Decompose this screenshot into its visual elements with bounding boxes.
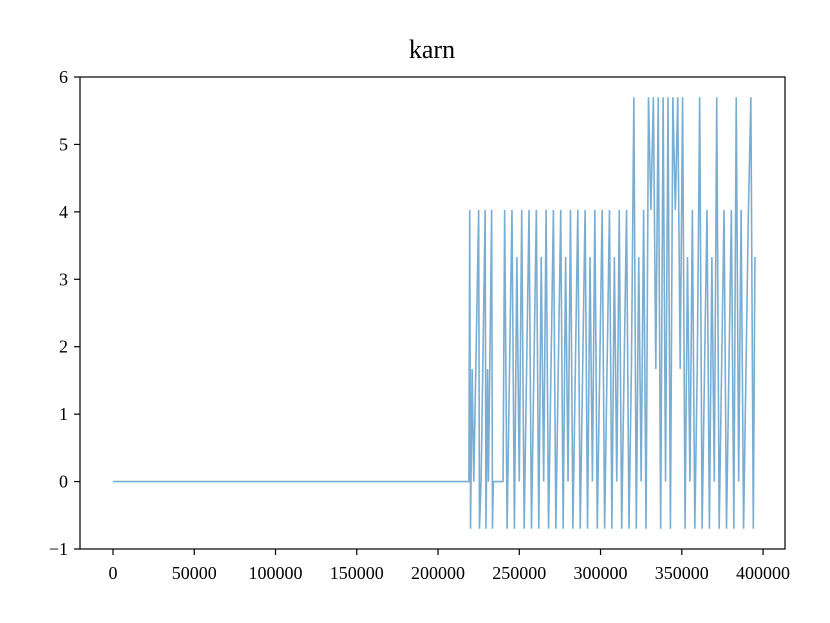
x-tick-label: 350000 (655, 563, 709, 583)
chart-title: karn (409, 35, 455, 64)
data-line (112, 97, 756, 529)
y-tick-label: −1 (49, 539, 68, 559)
y-tick-label: 2 (59, 337, 68, 357)
plot-area (112, 97, 756, 529)
x-tick-label: 0 (108, 563, 117, 583)
x-tick-label: 100000 (249, 563, 303, 583)
x-tick-label: 400000 (736, 563, 790, 583)
y-tick-label: 0 (59, 472, 68, 492)
x-tick-label: 250000 (492, 563, 546, 583)
x-tick-label: 50000 (172, 563, 217, 583)
y-tick-label: 1 (59, 404, 68, 424)
y-tick-label: 6 (59, 67, 68, 87)
y-tick-label: 3 (59, 269, 68, 289)
x-tick-label: 200000 (411, 563, 465, 583)
axes-frame (79, 76, 786, 550)
y-tick-label: 4 (59, 202, 68, 222)
x-tick-label: 300000 (574, 563, 628, 583)
x-tick-label: 150000 (330, 563, 384, 583)
y-tick-label: 5 (59, 134, 68, 154)
